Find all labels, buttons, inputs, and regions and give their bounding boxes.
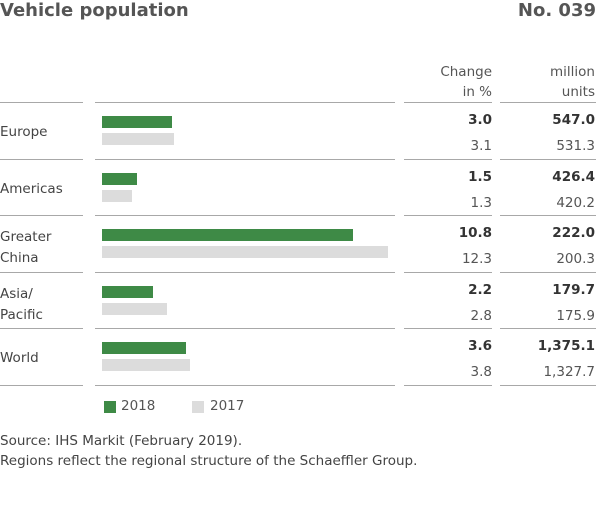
row-divider-bars bbox=[95, 328, 395, 330]
bar-2017 bbox=[102, 133, 175, 145]
units-2017: 175.9 bbox=[556, 307, 595, 324]
bar-2017 bbox=[102, 246, 388, 259]
legend-label-2018: 2018 bbox=[121, 398, 156, 414]
region-label-line: Americas bbox=[0, 180, 63, 197]
row-divider-units bbox=[500, 385, 596, 386]
row-divider-label bbox=[0, 271, 83, 273]
units-2018: 1,375.1 bbox=[537, 338, 595, 355]
region-label: Asia/Pacific bbox=[0, 284, 90, 326]
region-label-line: Pacific bbox=[0, 306, 43, 323]
row-divider-bars bbox=[95, 271, 395, 273]
row-divider-change bbox=[404, 271, 492, 273]
source-text: Source: IHS Markit (February 2019). bbox=[0, 433, 243, 449]
row-divider-change bbox=[404, 385, 492, 386]
bar-2018 bbox=[102, 229, 354, 242]
change-2018: 2.2 bbox=[468, 281, 492, 298]
row-divider-bars bbox=[95, 102, 395, 103]
bar-2018 bbox=[102, 172, 137, 185]
legend-label-2017: 2017 bbox=[210, 398, 245, 414]
header-change-line-2: in % bbox=[462, 84, 492, 100]
region-label-line: Europe bbox=[0, 124, 48, 140]
row-divider-units bbox=[500, 215, 596, 217]
legend-swatch-2018 bbox=[104, 401, 116, 413]
region-label: Americas bbox=[0, 179, 90, 200]
header-units-line-1: million bbox=[550, 64, 595, 80]
change-2017: 2.8 bbox=[470, 307, 492, 324]
bar-2017 bbox=[102, 189, 133, 202]
note-text: Regions reflect the regional structure o… bbox=[0, 453, 418, 469]
row-divider-bars bbox=[95, 158, 395, 160]
row-divider-change bbox=[404, 102, 492, 103]
units-2017: 1,327.7 bbox=[543, 364, 595, 381]
row-divider-units bbox=[500, 102, 596, 103]
change-2018: 1.5 bbox=[468, 168, 492, 185]
bar-2017 bbox=[102, 359, 191, 372]
change-2017: 12.3 bbox=[461, 251, 492, 268]
change-2018: 10.8 bbox=[458, 225, 492, 242]
footer: Source: IHS Markit (February 2019). Regi… bbox=[0, 431, 417, 471]
row-divider-units bbox=[500, 158, 596, 160]
units-2018: 547.0 bbox=[552, 112, 595, 128]
change-2017: 1.3 bbox=[470, 194, 492, 211]
region-label: World bbox=[0, 348, 90, 369]
units-2018: 426.4 bbox=[552, 168, 595, 185]
row-divider-bars bbox=[95, 215, 395, 217]
row-divider-units bbox=[500, 328, 596, 330]
bar-2018 bbox=[102, 116, 172, 128]
row-divider-units bbox=[500, 271, 596, 273]
region-label-line: Asia/ bbox=[0, 285, 33, 302]
bar-2018 bbox=[102, 285, 154, 298]
bar-2018 bbox=[102, 342, 186, 355]
region-label: Europe bbox=[0, 122, 90, 143]
region-label-line: China bbox=[0, 250, 39, 267]
chart-number: No. 039 bbox=[517, 0, 596, 21]
region-label: Greater China bbox=[0, 227, 90, 269]
header-change-line-1: Change bbox=[440, 64, 492, 80]
chart-title: Vehicle population bbox=[0, 0, 189, 21]
row-divider-change bbox=[404, 215, 492, 217]
header-units: million units bbox=[500, 62, 595, 102]
region-label-line: World bbox=[0, 350, 39, 367]
row-divider-change bbox=[404, 328, 492, 330]
legend-swatch-2017 bbox=[192, 401, 204, 413]
row-divider-bars bbox=[95, 385, 395, 386]
header-units-line-2: units bbox=[561, 84, 595, 100]
change-2017: 3.1 bbox=[470, 138, 492, 154]
row-divider-label bbox=[0, 158, 83, 160]
change-2018: 3.6 bbox=[468, 338, 492, 355]
header-change: Change in % bbox=[404, 62, 492, 102]
row-divider-label bbox=[0, 328, 83, 330]
units-2018: 179.7 bbox=[552, 281, 595, 298]
change-2018: 3.0 bbox=[468, 112, 492, 128]
bar-2017 bbox=[102, 302, 168, 315]
units-2017: 531.3 bbox=[556, 138, 595, 154]
region-label-line: Greater bbox=[0, 229, 52, 246]
row-divider-label bbox=[0, 102, 83, 103]
row-divider-change bbox=[404, 158, 492, 160]
row-divider-label bbox=[0, 385, 83, 386]
units-2018: 222.0 bbox=[552, 225, 595, 242]
row-divider-label bbox=[0, 215, 83, 217]
change-2017: 3.8 bbox=[470, 364, 492, 381]
units-2017: 420.2 bbox=[556, 194, 595, 211]
units-2017: 200.3 bbox=[556, 251, 595, 268]
